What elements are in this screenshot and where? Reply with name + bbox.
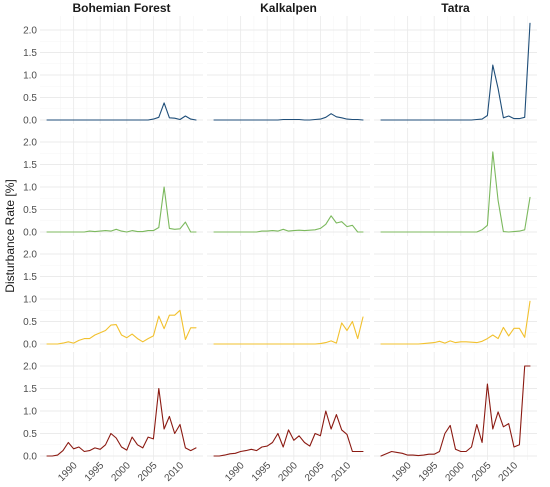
panel-background (40, 128, 203, 236)
panel (374, 352, 537, 460)
y-tick-label: 0.5 (23, 317, 37, 328)
panel (374, 240, 537, 348)
y-tick-label: 2.0 (23, 138, 37, 149)
series-line (46, 186, 197, 233)
series-line (380, 300, 531, 345)
panel-background (207, 352, 370, 460)
x-tick-label: 2000 (109, 460, 133, 484)
panel (207, 352, 370, 460)
y-tick-label: 0.5 (23, 429, 37, 440)
series-line (380, 22, 531, 121)
x-tick-label: 2005 (303, 460, 327, 484)
panel (40, 240, 203, 348)
y-tick-label: 0.0 (23, 452, 37, 463)
y-tick-label: 0.5 (23, 93, 37, 104)
panels (40, 16, 537, 460)
panel-background (374, 352, 537, 460)
x-tick-label: 2010 (497, 460, 521, 484)
panel (207, 16, 370, 124)
y-tick-label: 0.5 (23, 205, 37, 216)
y-tick-label: 1.0 (23, 71, 37, 82)
y-tick-label: 1.5 (23, 272, 37, 283)
panel-background (40, 240, 203, 348)
x-tick-label: 1995 (83, 460, 107, 484)
panel-background (374, 240, 537, 348)
panel (374, 128, 537, 236)
x-tick-label: 2000 (276, 460, 300, 484)
panel (40, 16, 203, 124)
panel-background (40, 16, 203, 124)
y-tick-label: 0.0 (23, 228, 37, 239)
series-line (380, 365, 531, 457)
x-tick-label: 1990 (223, 460, 247, 484)
x-tick-label: 1990 (56, 460, 80, 484)
panel-background (207, 128, 370, 236)
series-line (46, 102, 197, 121)
series-line (380, 151, 531, 233)
x-tick-label: 2010 (330, 460, 354, 484)
series-line (213, 316, 364, 345)
panel-background (207, 240, 370, 348)
y-axis-title: Disturbance Rate [%] (3, 179, 17, 292)
y-tick-label: 0.0 (23, 340, 37, 351)
panel (207, 240, 370, 348)
y-tick-label: 2.0 (23, 362, 37, 373)
series-line (46, 309, 197, 345)
facet-title: Kalkalpen (260, 1, 317, 15)
series-line (213, 113, 364, 121)
y-tick-label: 1.5 (23, 384, 37, 395)
facet-title: Tatra (441, 1, 470, 15)
x-tick-label: 1990 (390, 460, 414, 484)
y-tick-label: 1.5 (23, 160, 37, 171)
panel-background (207, 16, 370, 124)
x-tick-label: 2000 (443, 460, 467, 484)
y-tick-label: 1.0 (23, 407, 37, 418)
panel (40, 128, 203, 236)
y-tick-label: 2.0 (23, 250, 37, 261)
facet-titles: Bohemian Forest Kalkalpen Tatra (72, 1, 470, 15)
panel (207, 128, 370, 236)
panel (40, 352, 203, 460)
panel-background (40, 352, 203, 460)
x-tick-label: 2005 (470, 460, 494, 484)
series-line (213, 410, 364, 457)
x-tick-label: 1995 (250, 460, 274, 484)
panel-background (374, 16, 537, 124)
y-tick-label: 1.5 (23, 48, 37, 59)
facet-title: Bohemian Forest (72, 1, 170, 15)
panel (374, 16, 537, 124)
x-tick-label: 1995 (417, 460, 441, 484)
x-tick-label: 2010 (163, 460, 187, 484)
series-line (213, 215, 364, 233)
series-line (46, 387, 197, 457)
y-tick-label: 1.0 (23, 183, 37, 194)
y-tick-label: 2.0 (23, 26, 37, 37)
x-tick-label: 2005 (136, 460, 160, 484)
panel-background (374, 128, 537, 236)
y-axis-ticks: 0.0 0.5 1.0 1.5 2.0 0.0 0.5 1.0 1.5 2.0 0.0 0.5 1.0 1… (23, 26, 37, 463)
y-tick-label: 1.0 (23, 295, 37, 306)
x-axis-ticks: 1990 1995 2000 2005 2010 1990 1995 2000 2005 2010… (56, 460, 520, 484)
y-tick-label: 0.0 (23, 116, 37, 127)
